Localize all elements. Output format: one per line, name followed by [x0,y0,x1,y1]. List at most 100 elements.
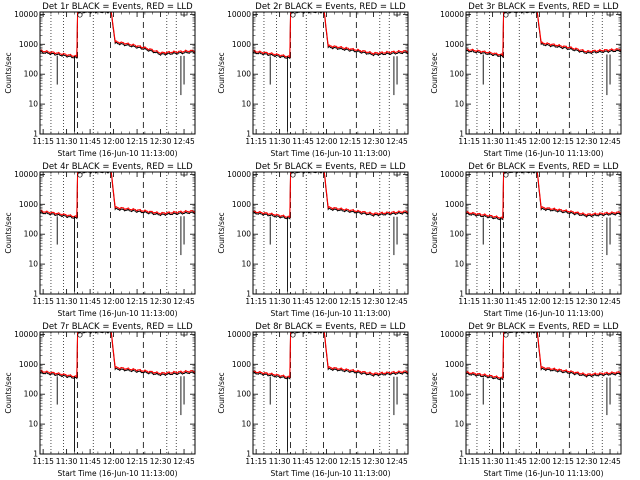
x-tick-label: 12:30 [150,457,172,466]
plot-frame [39,331,196,455]
x-tick-label: 12:45 [386,137,408,146]
y-tick-label: 10 [454,260,464,269]
y-axis-label: Counts/sec [4,372,13,413]
y-tick-label: 10 [454,100,464,109]
panel-title: Det 4r BLACK = Events, RED = LLD [42,162,193,172]
end-marker [606,11,614,16]
x-tick-label: 11:30 [56,137,78,146]
x-tick-label: 12:45 [386,297,408,306]
y-tick-label: 100 [450,70,465,79]
plot-area [253,172,408,292]
plot-frame [252,171,409,295]
lld-series-line [253,12,408,59]
saturation-marker [503,172,509,178]
x-tick-label: 12:00 [316,137,338,146]
y-axis-label: Counts/sec [217,212,226,253]
y-tick-label: 1000 [232,360,251,369]
plot-area [466,12,621,132]
y-tick-label: 10 [241,420,251,429]
panel-2: Det 2r BLACK = Events, RED = LLD Counts/s… [217,2,409,158]
plot-area [253,332,408,452]
x-tick-label: 12:15 [126,297,148,306]
x-tick-label: 11:30 [56,457,78,466]
panel-title: Det 1r BLACK = Events, RED = LLD [42,2,193,12]
saturation-marker [503,332,509,338]
x-axis-label: Start Time (16-Jun-10 11:13:00) [58,149,178,158]
x-tick-label: 11:30 [269,297,291,306]
events-series-line [253,12,408,60]
end-marker [393,171,401,176]
y-tick-label: 100 [450,390,465,399]
lld-series-line [466,332,621,380]
plot-area [40,172,195,292]
end-marker [606,171,614,176]
x-axis-label: Start Time (16-Jun-10 11:13:00) [484,469,604,478]
panel-7: Det 7r BLACK = Events, RED = LLD Counts/s… [4,322,196,478]
panel-6: Det 6r BLACK = Events, RED = LLD Counts/s… [430,162,622,318]
events-series-line [466,172,621,221]
y-tick-label: 100 [237,390,252,399]
lld-series-line [40,12,195,58]
y-tick-label: 1000 [19,200,38,209]
lld-series-line [253,172,408,219]
y-tick-label: 100 [24,70,39,79]
end-marker [606,331,614,336]
x-tick-label: 12:00 [529,137,551,146]
x-tick-label: 11:45 [505,137,527,146]
x-tick-label: 11:15 [32,297,54,306]
x-tick-label: 12:30 [363,297,385,306]
x-tick-label: 11:45 [292,297,314,306]
plot-frame [39,11,196,135]
y-tick-label: 10 [241,100,251,109]
y-tick-label: 10000 [440,10,464,19]
plot-area [253,12,408,132]
panel-5: Det 5r BLACK = Events, RED = LLD Counts/s… [217,162,409,318]
y-tick-label: 10000 [14,10,38,19]
y-axis-label: Counts/sec [217,52,226,93]
x-tick-label: 11:45 [505,457,527,466]
panel-3: Det 3r BLACK = Events, RED = LLD Counts/s… [430,2,622,158]
x-tick-label: 12:15 [126,457,148,466]
end-marker [180,171,188,176]
x-tick-label: 11:45 [79,457,101,466]
plot-frame [465,11,622,135]
y-tick-label: 1000 [232,40,251,49]
plot-area [40,12,195,132]
y-tick-label: 1 [246,450,251,459]
plot-frame [252,331,409,455]
events-series-line [40,172,195,220]
end-marker [180,331,188,336]
x-tick-label: 11:15 [458,457,480,466]
saturation-marker [77,172,83,178]
end-marker [393,11,401,16]
x-tick-label: 12:15 [339,457,361,466]
x-tick-label: 12:00 [103,137,125,146]
panel-title: Det 8r BLACK = Events, RED = LLD [255,322,406,332]
y-tick-label: 10000 [440,330,464,339]
x-tick-label: 12:15 [339,137,361,146]
y-tick-label: 100 [450,230,465,239]
y-tick-label: 1 [459,450,464,459]
y-tick-label: 1000 [232,200,251,209]
y-tick-label: 10 [28,260,38,269]
x-tick-label: 12:00 [316,457,338,466]
y-tick-label: 1 [33,290,38,299]
panel-title: Det 9r BLACK = Events, RED = LLD [468,322,619,332]
x-tick-label: 12:30 [363,137,385,146]
x-tick-label: 12:30 [576,457,598,466]
y-tick-label: 10000 [14,170,38,179]
x-tick-label: 12:15 [552,137,574,146]
x-tick-label: 11:30 [482,457,504,466]
y-tick-label: 10000 [227,330,251,339]
events-series-line [466,12,621,59]
y-tick-label: 1000 [19,40,38,49]
y-tick-label: 1 [246,290,251,299]
x-tick-label: 12:15 [552,457,574,466]
saturation-marker [290,332,296,338]
y-tick-label: 10 [28,420,38,429]
x-tick-label: 11:30 [269,137,291,146]
x-tick-label: 11:45 [79,297,101,306]
y-tick-label: 1 [459,130,464,139]
panel-4: Det 4r BLACK = Events, RED = LLD Counts/s… [4,162,196,318]
